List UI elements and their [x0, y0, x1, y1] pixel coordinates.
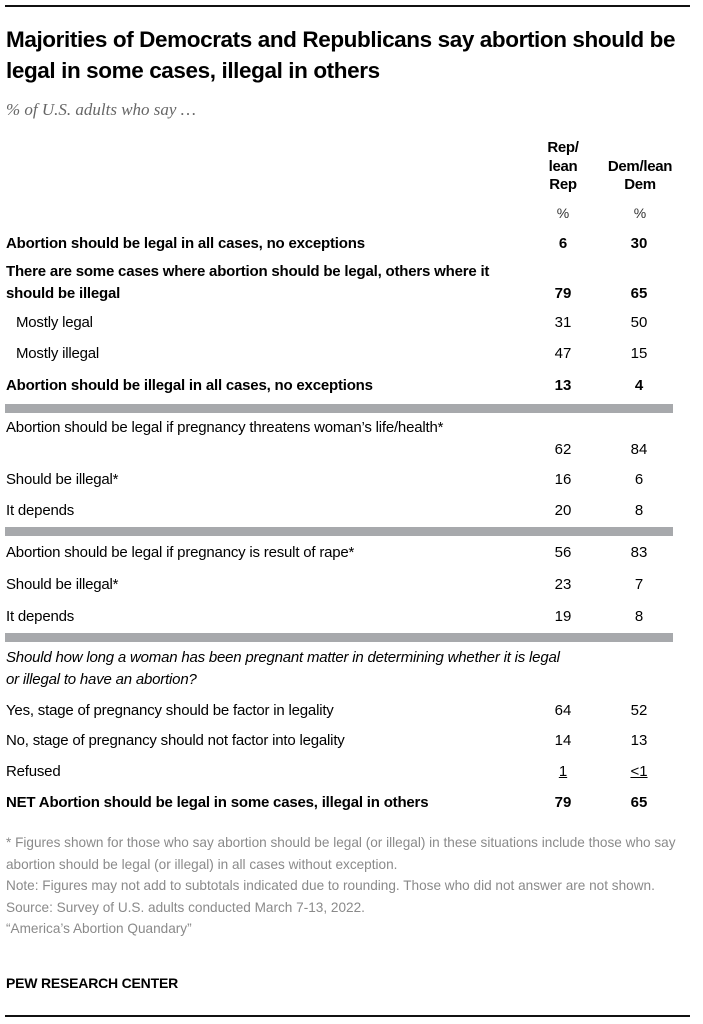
value-rep: 19 — [554, 608, 572, 625]
row-label: Should how long a woman has been pregnan… — [6, 649, 560, 688]
value-rep: 47 — [554, 345, 572, 362]
value-dem: 4 — [634, 377, 644, 394]
top-rule — [5, 5, 690, 7]
footnote-note: Note: Figures may not add to subtotals i… — [6, 878, 655, 893]
section-separator — [5, 633, 673, 642]
value-dem: 30 — [630, 235, 648, 252]
value-dem: 50 — [630, 314, 648, 331]
value-rep: 64 — [554, 702, 572, 719]
value-dem: 8 — [634, 608, 644, 625]
value-dem: 84 — [630, 441, 648, 458]
column-header-rep: Rep/ lean Rep — [533, 139, 593, 195]
row-label: Abortion should be legal in all cases, n… — [6, 235, 365, 252]
chart-title: Majorities of Democrats and Republicans … — [6, 27, 676, 83]
value-rep: 20 — [554, 502, 572, 519]
value-dem: <1 — [630, 763, 648, 780]
value-rep: 23 — [554, 576, 572, 593]
value-rep: 16 — [554, 471, 572, 488]
footnote-source: Source: Survey of U.S. adults conducted … — [6, 899, 365, 915]
value-rep: 6 — [558, 235, 568, 252]
row-label: Abortion should be legal if pregnancy th… — [6, 419, 444, 436]
value-rep: 14 — [554, 732, 572, 749]
value-dem: 65 — [630, 285, 648, 302]
footnote-report: “America’s Abortion Quandary” — [6, 921, 192, 936]
footnote-asterisk: * Figures shown for those who say aborti… — [6, 835, 676, 872]
chart-subtitle: % of U.S. adults who say … — [6, 100, 196, 119]
unit-label-rep: % — [556, 205, 570, 221]
value-dem: 8 — [634, 502, 644, 519]
value-dem: 65 — [630, 794, 648, 811]
section-separator — [5, 527, 673, 536]
row-label: Should be illegal* — [6, 471, 119, 488]
row-label: Should be illegal* — [6, 576, 119, 593]
value-dem: 15 — [630, 345, 648, 362]
unit-label-dem: % — [633, 205, 647, 221]
value-rep: 79 — [554, 794, 572, 811]
row-label: No, stage of pregnancy should not factor… — [6, 732, 345, 749]
value-dem: 83 — [630, 544, 648, 561]
row-label: Abortion should be illegal in all cases,… — [6, 377, 373, 394]
value-rep: 13 — [554, 377, 572, 394]
column-header-line: Rep/ — [547, 139, 579, 156]
bottom-rule — [5, 1015, 690, 1017]
value-rep: 56 — [554, 544, 572, 561]
brand-logo-text: PEW RESEARCH CENTER — [6, 975, 178, 991]
column-header-dem: Dem/lean Dem — [600, 158, 680, 195]
row-label: It depends — [6, 608, 75, 625]
section-separator — [5, 404, 673, 413]
row-label: Mostly legal — [16, 314, 93, 331]
footnotes: * Figures shown for those who say aborti… — [6, 832, 696, 940]
column-header-line: Dem — [624, 176, 656, 193]
row-label: Abortion should be legal if pregnancy is… — [6, 544, 355, 561]
row-label: There are some cases where abortion shou… — [6, 263, 490, 302]
value-rep: 62 — [554, 441, 572, 458]
column-header-line: lean — [548, 157, 578, 175]
value-rep: 1 — [558, 763, 568, 780]
row-label: Yes, stage of pregnancy should be factor… — [6, 702, 334, 719]
row-label: NET Abortion should be legal in some cas… — [6, 794, 429, 811]
row-label: Mostly illegal — [16, 345, 100, 362]
value-dem: 7 — [634, 576, 644, 593]
value-rep: 79 — [554, 285, 572, 302]
value-dem: 52 — [630, 702, 648, 719]
value-dem: 6 — [634, 471, 644, 488]
row-label: Refused — [6, 763, 61, 780]
value-rep: 31 — [554, 314, 572, 331]
value-dem: 13 — [630, 732, 648, 749]
row-label: It depends — [6, 502, 75, 519]
column-header-line: Rep — [549, 176, 577, 193]
column-header-line: Dem/lean — [607, 157, 673, 175]
